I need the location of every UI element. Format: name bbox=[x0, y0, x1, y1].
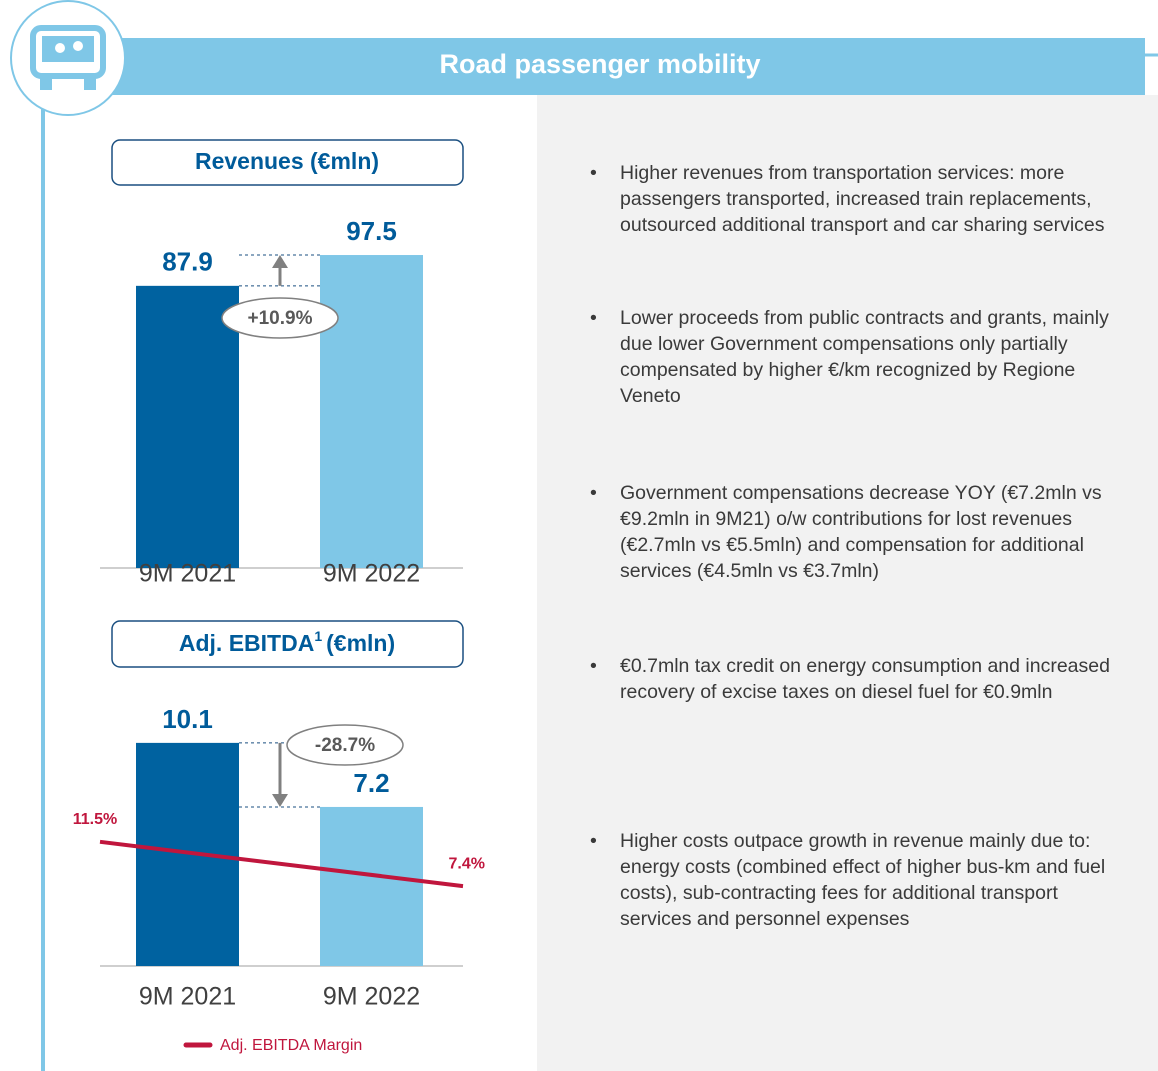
chart-title-box bbox=[111, 620, 464, 668]
bar bbox=[320, 806, 423, 966]
value-label: 97.5 bbox=[346, 216, 397, 246]
chart-title-box bbox=[111, 139, 464, 186]
change-arrow-head bbox=[272, 255, 288, 269]
chart-title: Adj. EBITDA1 (€mln) bbox=[179, 628, 395, 656]
title-superscript: 1 bbox=[314, 628, 322, 644]
bullet: €0.7mln tax credit on energy consumption… bbox=[590, 653, 1110, 705]
change-label: +10.9% bbox=[248, 308, 313, 329]
change-label: -28.7% bbox=[315, 735, 375, 756]
change-arrow-head bbox=[272, 793, 288, 807]
value-label: 10.1 bbox=[162, 704, 213, 734]
legend-label: Adj. EBITDA Margin bbox=[220, 1037, 362, 1054]
chart-title: Revenues (€mln) bbox=[195, 148, 379, 174]
bullet: Higher revenues from transportation serv… bbox=[590, 160, 1110, 238]
change-badge bbox=[286, 724, 404, 766]
margin-label: 11.5% bbox=[73, 811, 117, 828]
bullet: Lower proceeds from public contracts and… bbox=[590, 305, 1110, 409]
bar bbox=[136, 285, 239, 568]
margin-line bbox=[99, 839, 464, 889]
margin-label: 7.4% bbox=[449, 855, 485, 872]
category-label: 9M 2021 bbox=[139, 560, 236, 588]
category-label: 9M 2021 bbox=[139, 983, 236, 1011]
header-bar bbox=[95, 38, 1145, 95]
bar bbox=[320, 255, 423, 568]
bus-icon bbox=[10, 0, 126, 116]
change-badge bbox=[221, 297, 339, 339]
bullet: Government compensations decrease YOY (€… bbox=[590, 480, 1110, 584]
title-main: Adj. EBITDA bbox=[179, 630, 314, 656]
bullet: Higher costs outpace growth in revenue m… bbox=[590, 828, 1110, 932]
title-unit: (€mln) bbox=[326, 630, 395, 656]
header-title: Road passenger mobility bbox=[439, 49, 760, 79]
category-label: 9M 2022 bbox=[323, 983, 420, 1011]
value-label: 7.2 bbox=[353, 768, 389, 798]
value-label: 87.9 bbox=[162, 247, 213, 277]
category-label: 9M 2022 bbox=[323, 560, 420, 588]
